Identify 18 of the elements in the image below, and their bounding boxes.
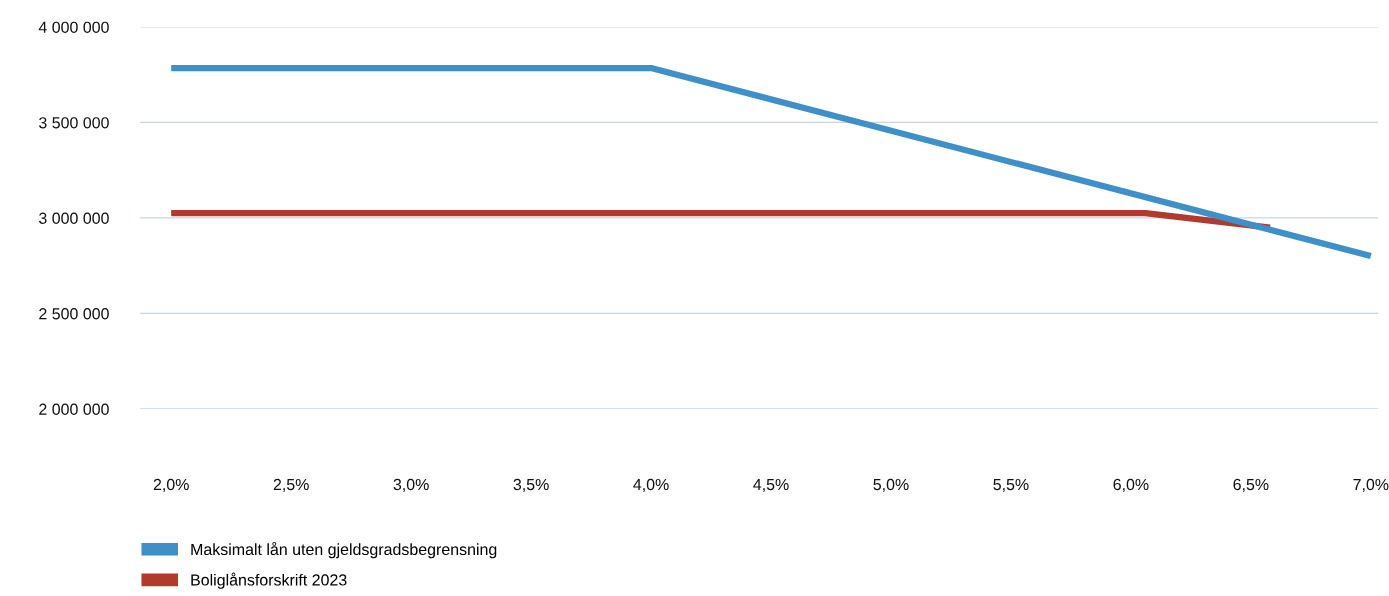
legend-label: Boliglånsforskrift 2023	[191, 572, 347, 589]
y-tick-label: 3 000 000	[39, 212, 109, 224]
x-tick-label: 4,5%	[753, 478, 789, 493]
x-tick-label: 3,5%	[513, 478, 549, 493]
x-tick-label: 3,0%	[393, 478, 429, 493]
x-tick-label: 2,5%	[273, 478, 309, 493]
y-tick-label: 3 500 000	[39, 117, 109, 129]
x-tick-label: 7,0%	[1353, 478, 1389, 493]
x-tick-label: 4,0%	[633, 478, 669, 493]
x-tick-label: 5,5%	[993, 478, 1029, 493]
y-tick-label: 2 000 000	[39, 403, 109, 415]
x-tick-label: 5,0%	[873, 478, 909, 493]
x-tick-label: 6,0%	[1113, 478, 1149, 493]
y-tick-label: 4 000 000	[38, 21, 109, 33]
x-tick-label: 2,0%	[153, 478, 189, 493]
x-tick-label: 6,5%	[1233, 478, 1269, 493]
legend-label: Maksimalt lån uten gjeldsgradsbegrensning	[191, 542, 497, 559]
y-tick-label: 2 500 000	[39, 308, 109, 320]
